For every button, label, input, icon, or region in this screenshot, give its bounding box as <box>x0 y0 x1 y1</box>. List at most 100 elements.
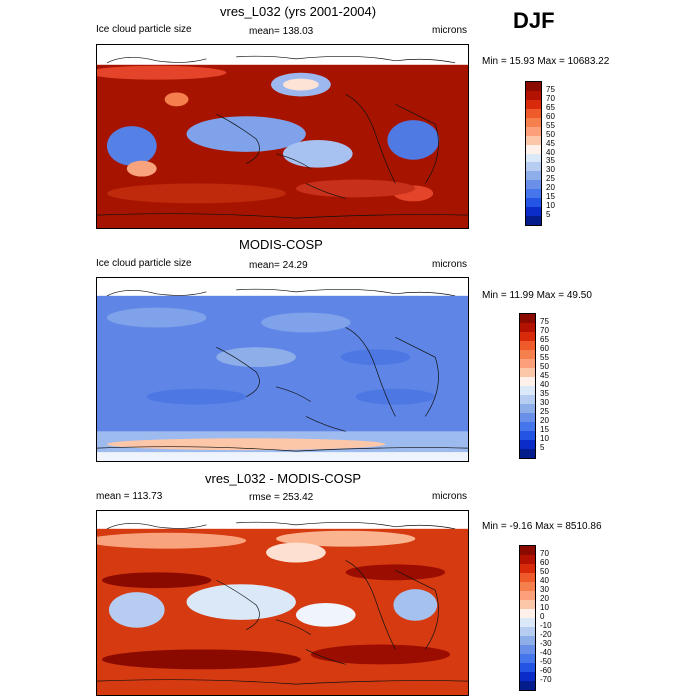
colorbar-segment <box>520 431 535 440</box>
panel-1-left-label: Ice cloud particle size <box>96 24 192 35</box>
colorbar-tick-label: 70 <box>540 549 549 558</box>
panel-1-map-svg <box>97 45 468 228</box>
colorbar-segment <box>526 162 541 172</box>
colorbar-segment <box>520 582 535 591</box>
colorbar-segment <box>520 618 535 627</box>
colorbar-segment <box>520 591 535 600</box>
colorbar-segment <box>520 404 535 413</box>
colorbar-tick-label: 60 <box>540 344 549 353</box>
colorbar-segment <box>526 126 541 136</box>
colorbar-tick-label: -60 <box>540 666 552 675</box>
colorbar-segment <box>520 449 535 458</box>
panel-2-map <box>96 277 469 462</box>
panel-1-center-label: mean= 138.03 <box>249 26 314 37</box>
panel-2-map-svg <box>97 278 468 461</box>
colorbar-segment <box>520 422 535 431</box>
colorbar-tick-label: 30 <box>546 165 555 175</box>
panel-1-title: vres_L032 (yrs 2001-2004) <box>220 4 377 19</box>
colorbar-tick-label: 40 <box>546 147 555 157</box>
colorbar-tick-label: 0 <box>540 612 545 621</box>
colorbar-segment <box>520 600 535 609</box>
colorbar-tick-label: 50 <box>540 362 549 371</box>
colorbar-segment <box>520 341 535 350</box>
colorbar-segment <box>520 609 535 618</box>
panel-3-right-label: microns <box>432 491 468 502</box>
colorbar-tick-label: 35 <box>540 389 549 398</box>
panel-3-left-label: mean = 113.73 <box>96 491 163 502</box>
colorbar-segment <box>526 153 541 163</box>
panel-3-colorbar-labels: 70 60 50 40 30 20 10 0 -10 -20 -30 -40 -50 -60 -70 <box>540 545 570 691</box>
season-label: DJF <box>513 8 555 33</box>
colorbar-tick-label: 60 <box>546 111 555 121</box>
colorbar-segment <box>520 440 535 449</box>
colorbar-segment <box>520 546 535 555</box>
colorbar-tick-label: 55 <box>546 120 555 130</box>
colorbar-segment <box>520 663 535 672</box>
colorbar-segment <box>520 359 535 368</box>
panel-2-colorbar <box>519 313 536 459</box>
colorbar-segment <box>520 368 535 377</box>
colorbar-segment <box>526 90 541 100</box>
panel-1-map <box>96 44 469 229</box>
colorbar-segment <box>526 171 541 181</box>
panel-1-colorbar <box>525 81 542 226</box>
panel-3-minmax: Min = -9.16 Max = 8510.86 <box>482 521 602 532</box>
panel-2-center-label: mean= 24.29 <box>249 260 308 271</box>
colorbar-segment <box>520 681 535 690</box>
colorbar-tick-label: 35 <box>546 156 555 166</box>
colorbar-tick-label: 15 <box>540 425 549 434</box>
colorbar-tick-label: -50 <box>540 657 552 666</box>
colorbar-tick-label: 45 <box>546 138 555 148</box>
colorbar-segment <box>526 135 541 145</box>
colorbar-segment <box>520 413 535 422</box>
colorbar-tick-label: -40 <box>540 648 552 657</box>
colorbar-tick-label: 40 <box>540 576 549 585</box>
colorbar-segment <box>520 573 535 582</box>
colorbar-segment <box>526 108 541 118</box>
colorbar-tick-label: 30 <box>540 398 549 407</box>
colorbar-tick-label: -20 <box>540 630 552 639</box>
colorbar-tick-label: 70 <box>546 93 555 103</box>
colorbar-tick-label: 30 <box>540 585 549 594</box>
colorbar-tick-label: 55 <box>540 353 549 362</box>
panel-2-right-label: microns <box>432 259 468 270</box>
colorbar-tick-label: 10 <box>540 603 549 612</box>
colorbar-tick-label: 65 <box>546 102 555 112</box>
colorbar-segment <box>526 180 541 190</box>
colorbar-segment <box>526 207 541 217</box>
colorbar-tick-label: 75 <box>540 317 549 326</box>
colorbar-tick-label: 40 <box>540 380 549 389</box>
colorbar-tick-label: 75 <box>546 84 555 94</box>
colorbar-tick-label: -30 <box>540 639 552 648</box>
colorbar-tick-label: 10 <box>540 434 549 443</box>
colorbar-segment <box>526 216 541 225</box>
colorbar-tick-label: 20 <box>546 183 555 193</box>
panel-1-colorbar-labels: 75 70 65 60 55 50 45 40 35 30 25 20 15 10 5 <box>546 81 576 226</box>
panel-2-title: MODIS-COSP <box>239 237 323 252</box>
colorbar-segment <box>526 99 541 109</box>
colorbar-segment <box>520 314 535 323</box>
colorbar-tick-label: 65 <box>540 335 549 344</box>
colorbar-tick-label: 45 <box>540 371 549 380</box>
panel-3-title: vres_L032 - MODIS-COSP <box>205 471 362 486</box>
colorbar-segment <box>520 386 535 395</box>
colorbar-segment <box>520 672 535 681</box>
panel-3-colorbar <box>519 545 536 691</box>
colorbar-segment <box>520 377 535 386</box>
colorbar-segment <box>520 636 535 645</box>
colorbar-segment <box>520 564 535 573</box>
colorbar-tick-label: -10 <box>540 621 552 630</box>
colorbar-tick-label: 25 <box>540 407 549 416</box>
colorbar-tick-label: 50 <box>540 567 549 576</box>
panel-2-left-label: Ice cloud particle size <box>96 258 192 269</box>
panel-3-center-label: rmse = 253.42 <box>249 492 314 503</box>
colorbar-segment <box>520 350 535 359</box>
colorbar-segment <box>526 198 541 208</box>
colorbar-segment <box>520 645 535 654</box>
colorbar-tick-label: -70 <box>540 675 552 684</box>
colorbar-segment <box>520 654 535 663</box>
colorbar-tick-label: 10 <box>546 201 555 211</box>
colorbar-tick-label: 15 <box>546 192 555 202</box>
colorbar-tick-label: 5 <box>540 443 545 452</box>
colorbar-segment <box>520 555 535 564</box>
